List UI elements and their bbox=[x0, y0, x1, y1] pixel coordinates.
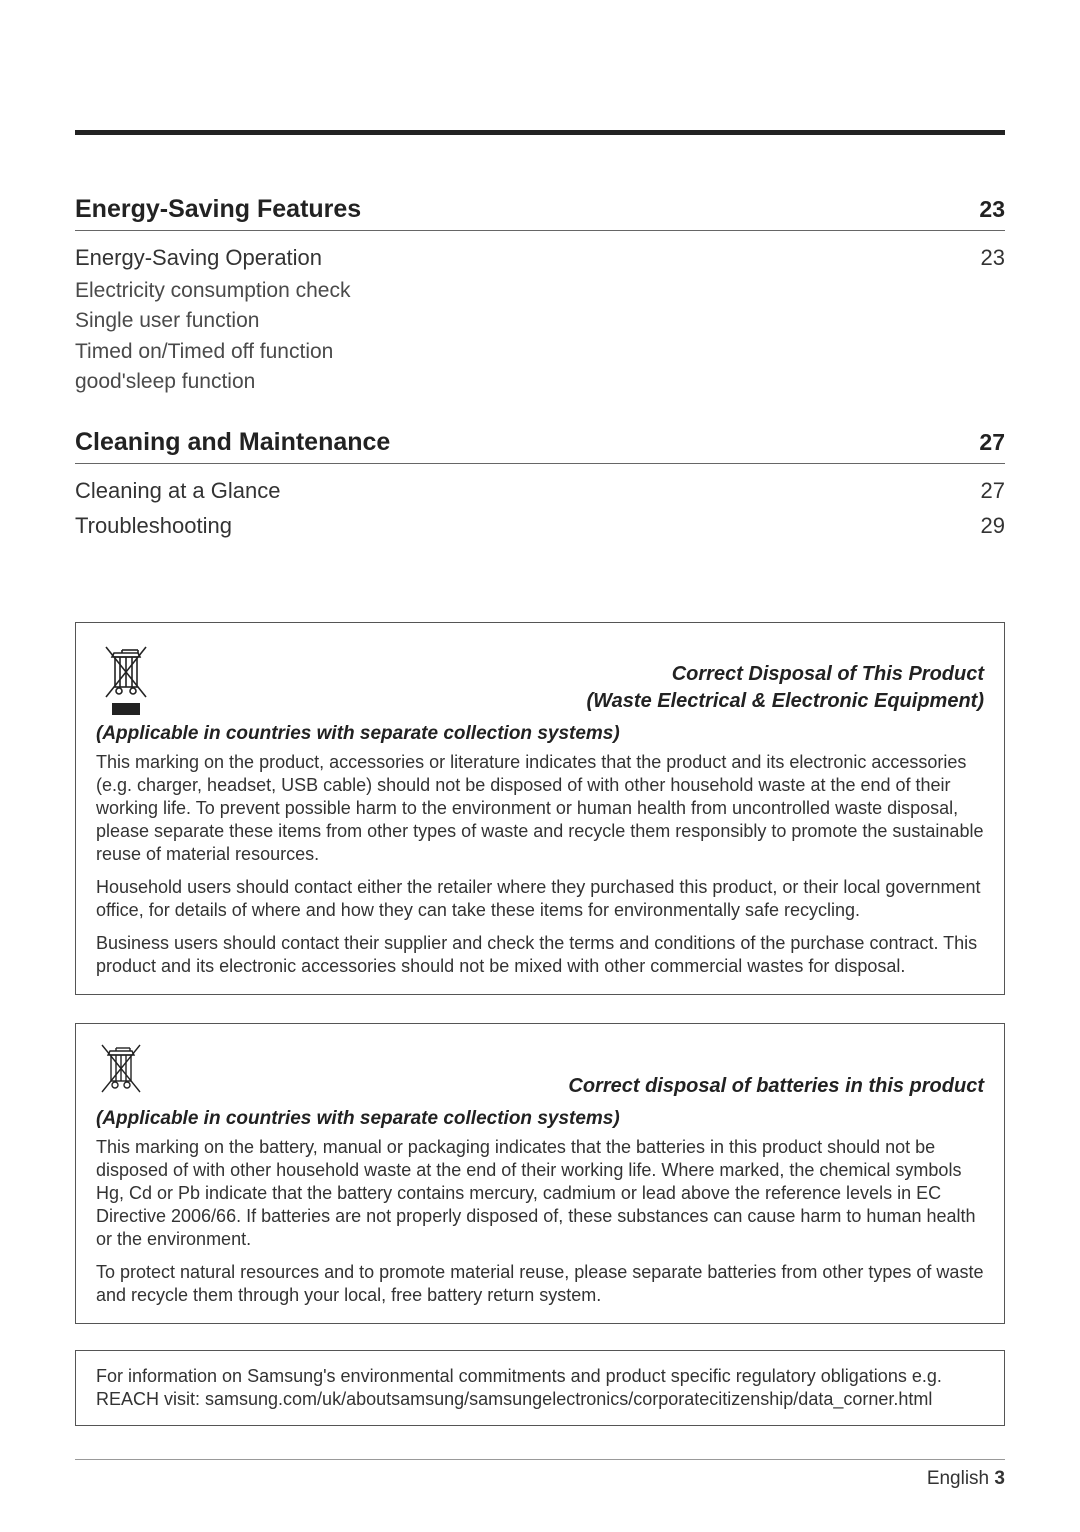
weee-disposal-box: Correct Disposal of This Product (Waste … bbox=[75, 622, 1005, 995]
box1-subtitle: (Applicable in countries with separate c… bbox=[96, 723, 984, 745]
toc-item-label: Energy-Saving Operation bbox=[75, 241, 322, 274]
battery-bin-icon bbox=[96, 1040, 146, 1102]
toc-row: Cleaning at a Glance 27 bbox=[75, 474, 1005, 507]
footer-page: 3 bbox=[994, 1468, 1005, 1489]
toc-subitem: Electricity consumption check bbox=[75, 276, 1005, 306]
top-rule bbox=[75, 130, 1005, 135]
box1-p1: This marking on the product, accessories… bbox=[96, 751, 984, 866]
box2-p1: This marking on the battery, manual or p… bbox=[96, 1136, 984, 1251]
toc-section-page: 27 bbox=[979, 429, 1005, 456]
info-titles: Correct disposal of batteries in this pr… bbox=[568, 1073, 984, 1100]
toc-row: Troubleshooting 29 bbox=[75, 509, 1005, 542]
toc-subitem: Timed on/Timed off function bbox=[75, 337, 1005, 367]
toc-title-row: Cleaning and Maintenance 27 bbox=[75, 428, 1005, 464]
toc-section-title: Cleaning and Maintenance bbox=[75, 428, 390, 457]
box1-p3: Business users should contact their supp… bbox=[96, 932, 984, 978]
toc-section-energy: Energy-Saving Features 23 Energy-Saving … bbox=[75, 195, 1005, 398]
weee-bin-icon bbox=[96, 639, 156, 719]
box1-p2: Household users should contact either th… bbox=[96, 876, 984, 922]
table-of-contents: Energy-Saving Features 23 Energy-Saving … bbox=[75, 195, 1005, 542]
battery-disposal-box: Correct disposal of batteries in this pr… bbox=[75, 1023, 1005, 1324]
box2-title1: Correct disposal of batteries in this pr… bbox=[568, 1073, 984, 1100]
toc-section-title: Energy-Saving Features bbox=[75, 195, 361, 224]
info-header: Correct Disposal of This Product (Waste … bbox=[96, 637, 984, 715]
box2-p2: To protect natural resources and to prom… bbox=[96, 1261, 984, 1307]
footer-lang: English bbox=[927, 1468, 989, 1489]
toc-row: Energy-Saving Operation 23 bbox=[75, 241, 1005, 274]
reach-text: For information on Samsung's environment… bbox=[96, 1365, 984, 1411]
info-header: Correct disposal of batteries in this pr… bbox=[96, 1038, 984, 1100]
toc-subitem: Single user function bbox=[75, 306, 1005, 336]
box1-title1: Correct Disposal of This Product bbox=[586, 661, 984, 688]
toc-item-label: Troubleshooting bbox=[75, 509, 232, 542]
info-titles: Correct Disposal of This Product (Waste … bbox=[586, 661, 984, 715]
toc-section-cleaning: Cleaning and Maintenance 27 Cleaning at … bbox=[75, 428, 1005, 542]
page-footer: English 3 bbox=[75, 1459, 1005, 1490]
toc-section-page: 23 bbox=[979, 196, 1005, 223]
toc-item-page: 27 bbox=[981, 478, 1005, 504]
reach-box: For information on Samsung's environment… bbox=[75, 1350, 1005, 1426]
toc-item-page: 23 bbox=[981, 245, 1005, 271]
toc-item-page: 29 bbox=[981, 513, 1005, 539]
toc-subitem: good'sleep function bbox=[75, 367, 1005, 397]
box2-subtitle: (Applicable in countries with separate c… bbox=[96, 1108, 984, 1130]
toc-title-row: Energy-Saving Features 23 bbox=[75, 195, 1005, 231]
toc-item-label: Cleaning at a Glance bbox=[75, 474, 280, 507]
box1-title2: (Waste Electrical & Electronic Equipment… bbox=[586, 688, 984, 715]
